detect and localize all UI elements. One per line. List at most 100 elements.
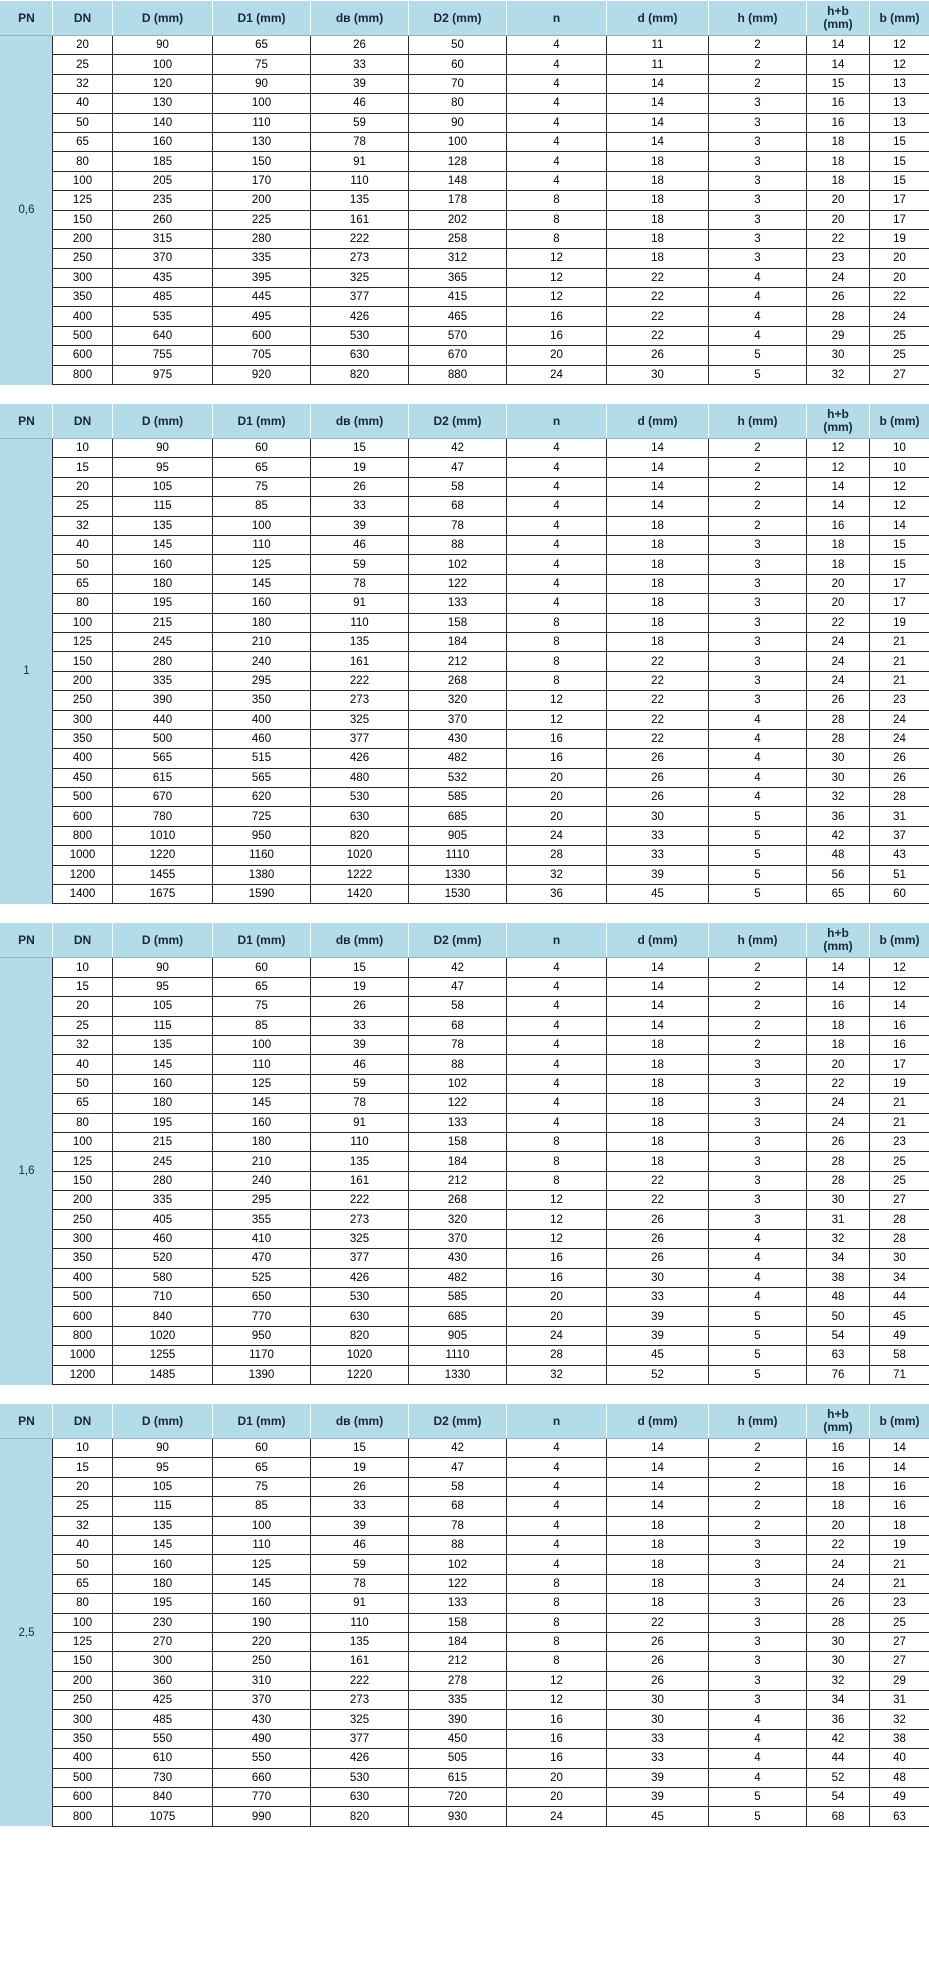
cell-dn: 125 [52,1151,113,1172]
cell-hb: 26 [806,287,870,308]
cell-dn: 300 [52,267,113,289]
cell-n: 4 [506,1476,607,1498]
cell-b: 49 [869,1787,929,1808]
table-row: 80 185 150 91 128 4 18 3 18 15 [1,151,929,172]
cell-db: 325 [310,1228,409,1250]
cell-hb: 18 [806,1015,870,1036]
cell-hb: 34 [806,1248,870,1269]
cell-b: 17 [869,1054,929,1075]
cell-d: 215 [112,612,213,633]
cell-hb: 16 [806,1457,870,1478]
cell-n: 12 [506,1228,607,1250]
table-row: 200 335 295 222 268 8 22 3 24 21 [1,670,929,692]
cell-dd: 18 [606,573,709,595]
column-header-pn: PN [0,403,53,440]
cell-b: 16 [869,1496,929,1517]
cell-dn: 150 [52,651,113,672]
cell-hb: 18 [806,1476,870,1498]
cell-dd: 39 [606,1306,709,1327]
cell-db: 46 [310,1534,409,1556]
cell-d: 840 [112,1787,213,1808]
cell-hb: 24 [806,1554,870,1575]
cell-hb: 14 [806,957,870,978]
cell-d2: 670 [408,345,507,366]
cell-dd: 22 [606,1190,709,1211]
table-separator [0,1385,929,1403]
cell-d: 130 [112,93,213,114]
cell-d1: 75 [212,476,311,498]
cell-n: 4 [506,1034,607,1056]
cell-hb: 54 [806,1787,870,1808]
cell-d1: 65 [212,1457,311,1478]
cell-hb: 28 [806,1170,870,1192]
cell-d2: 68 [408,1496,507,1517]
cell-dn: 500 [52,787,113,808]
cell-db: 39 [310,73,409,95]
table-row: 500 730 660 530 615 20 39 4 52 48 [1,1767,929,1789]
cell-dd: 26 [606,787,709,808]
cell-h: 4 [708,1709,807,1730]
cell-dd: 18 [606,1151,709,1172]
cell-h: 3 [708,690,807,711]
cell-h: 3 [708,1573,807,1595]
cell-db: 110 [310,1612,409,1633]
cell-d: 405 [112,1209,213,1230]
cell-d1: 160 [212,1593,311,1614]
cell-n: 4 [506,1496,607,1517]
cell-dn: 1200 [52,1364,113,1386]
cell-hb: 24 [806,631,870,653]
cell-db: 161 [310,651,409,672]
cell-n: 20 [506,1787,607,1808]
column-header-hb: h+b (mm) [806,922,870,959]
table-row: 100 205 170 110 148 4 18 3 18 15 [1,170,929,192]
cell-b: 27 [869,1631,929,1653]
cell-b: 24 [869,306,929,327]
cell-db: 161 [310,1651,409,1672]
cell-hb: 18 [806,131,870,153]
cell-dn: 450 [52,767,113,789]
cell-dd: 39 [606,1767,709,1789]
cell-b: 17 [869,209,929,230]
cell-d: 425 [112,1690,213,1711]
cell-d: 755 [112,345,213,366]
cell-dn: 250 [52,248,113,269]
column-header-d1: D1 (mm) [212,922,311,959]
column-header-d1: D1 (mm) [212,403,311,440]
cell-d: 115 [112,1015,213,1036]
cell-db: 26 [310,476,409,498]
cell-n: 12 [506,267,607,289]
cell-h: 4 [708,1228,807,1250]
table-row: 2,5 10 90 60 15 42 4 14 2 16 14 [0,1437,929,1827]
table-row: 1000 1220 1160 1020 1110 28 33 5 48 43 [1,845,929,866]
cell-d: 205 [112,170,213,192]
table-row: 1200 1455 1380 1222 1330 32 39 5 56 51 [1,864,929,886]
cell-d2: 1330 [408,864,507,886]
cell-dn: 20 [52,34,113,56]
cell-b: 27 [869,1190,929,1211]
cell-d2: 122 [408,573,507,595]
table-row: 20 105 75 26 58 4 14 2 16 14 [1,996,929,1017]
cell-h: 3 [708,1151,807,1172]
cell-b: 26 [869,767,929,789]
cell-hb: 48 [806,845,870,866]
cell-db: 59 [310,1554,409,1575]
cell-db: 91 [310,1112,409,1133]
cell-b: 19 [869,228,929,250]
cell-d2: 465 [408,306,507,327]
cell-d: 115 [112,496,213,517]
cell-dd: 18 [606,248,709,269]
cell-h: 3 [708,112,807,133]
cell-dn: 400 [52,1267,113,1289]
cell-h: 3 [708,248,807,269]
cell-b: 21 [869,651,929,672]
cell-d1: 430 [212,1709,311,1730]
cell-h: 3 [708,593,807,614]
cell-d: 100 [112,54,213,75]
cell-hb: 20 [806,190,870,211]
cell-d2: 80 [408,93,507,114]
cell-db: 820 [310,1325,409,1347]
cell-n: 20 [506,1767,607,1789]
cell-d2: 88 [408,534,507,556]
cell-db: 1020 [310,1345,409,1366]
cell-hb: 68 [806,1806,870,1827]
